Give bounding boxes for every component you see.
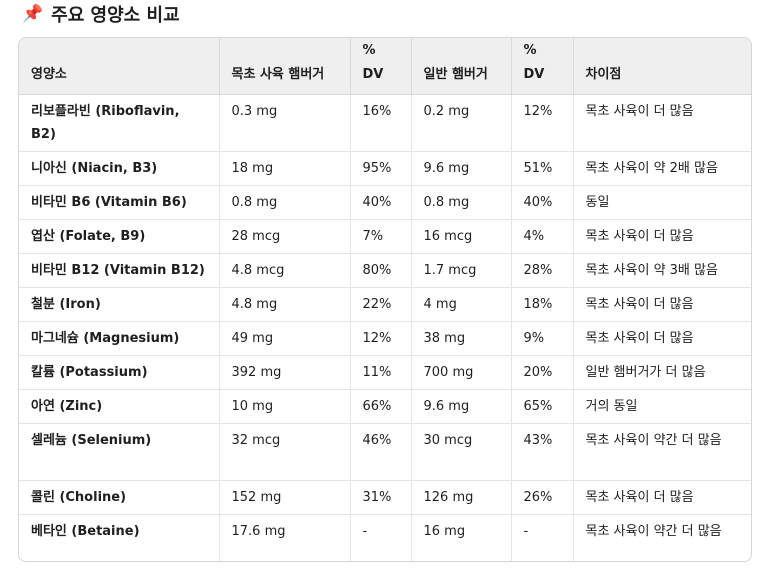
regular-amount: 9.6 mg: [411, 389, 512, 424]
grass-fed-dv: -: [350, 514, 412, 561]
regular-amount: 16 mg: [411, 514, 512, 561]
grass-fed-dv: 66%: [350, 389, 412, 424]
difference: 목초 사육이 약간 더 많음: [573, 423, 751, 481]
nutrient-name: 철분 (Iron): [19, 287, 220, 322]
regular-amount: 0.8 mg: [411, 185, 512, 220]
header-dv-grass-fed: % DV: [350, 38, 412, 95]
grass-fed-amount: 392 mg: [219, 355, 351, 390]
grass-fed-dv: 11%: [350, 355, 412, 390]
grass-fed-dv: 46%: [350, 423, 412, 481]
regular-dv: 26%: [511, 480, 574, 515]
regular-dv: 12%: [511, 94, 574, 152]
regular-dv: 20%: [511, 355, 574, 390]
table-row: 베타인 (Betaine) 17.6 mg -16 mg - 목초 사육이 약간 더 많…: [19, 514, 751, 561]
regular-dv: 28%: [511, 253, 574, 288]
difference: 동일: [573, 185, 751, 220]
grass-fed-dv: 22%: [350, 287, 412, 322]
nutrient-name: 마그네슘 (Magnesium): [19, 321, 220, 356]
table-row: 셀레늄 (Selenium) 32 mcg 46% 30 mcg 43% 목초 사육이 약…: [19, 423, 751, 481]
difference: 목초 사육이 더 많음: [573, 480, 751, 515]
difference: 목초 사육이 약간 더 많음: [573, 514, 751, 561]
grass-fed-amount: 17.6 mg: [219, 514, 351, 561]
regular-amount: 30 mcg: [411, 423, 512, 481]
regular-dv: 40%: [511, 185, 574, 220]
table-row: 엽산 (Folate, B9) 28 mcg 7% 16 mcg 4% 목초 사육이 더 …: [19, 219, 751, 254]
regular-dv: 18%: [511, 287, 574, 322]
header-nutrient: 영양소: [19, 38, 220, 95]
grass-fed-dv: 80%: [350, 253, 412, 288]
regular-amount: 0.2 mg: [411, 94, 512, 152]
grass-fed-amount: 28 mcg: [219, 219, 351, 254]
grass-fed-amount: 49 mg: [219, 321, 351, 356]
regular-amount: 38 mg: [411, 321, 512, 356]
section-heading: 📌 주요 영양소 비교: [22, 0, 180, 28]
regular-dv: 43%: [511, 423, 574, 481]
difference: 목초 사육이 더 많음: [573, 287, 751, 322]
section-title: 주요 영양소 비교: [51, 5, 180, 26]
regular-amount: 1.7 mcg: [411, 253, 512, 288]
nutrient-name: 콜린 (Choline): [19, 480, 220, 515]
difference: 목초 사육이 약 2배 많음: [573, 151, 751, 186]
grass-fed-amount: 4.8 mg: [219, 287, 351, 322]
regular-dv: 9%: [511, 321, 574, 356]
nutrient-comparison-table: 영양소 목초 사육 햄버거 % DV 일반 햄버거 % DV 차이점 리보플라빈…: [18, 37, 752, 562]
table-row: 칼륨 (Potassium) 392 mg 11% 700 mg 20% 일반 햄버거가 …: [19, 355, 751, 390]
regular-amount: 16 mcg: [411, 219, 512, 254]
grass-fed-amount: 4.8 mcg: [219, 253, 351, 288]
difference: 목초 사육이 더 많음: [573, 94, 751, 152]
regular-dv: -: [511, 514, 574, 561]
table-header-row: 영양소 목초 사육 햄버거 % DV 일반 햄버거 % DV 차이점: [19, 38, 751, 95]
grass-fed-amount: 0.3 mg: [219, 94, 351, 152]
nutrient-name: 엽산 (Folate, B9): [19, 219, 220, 254]
grass-fed-amount: 0.8 mg: [219, 185, 351, 220]
regular-dv: 4%: [511, 219, 574, 254]
table-row: 철분 (Iron) 4.8 mg 22% 4 mg 18% 목초 사육이 더 많음: [19, 287, 751, 322]
header-grass-fed: 목초 사육 햄버거: [219, 38, 351, 95]
nutrient-name: 아연 (Zinc): [19, 389, 220, 424]
grass-fed-dv: 12%: [350, 321, 412, 356]
regular-amount: 700 mg: [411, 355, 512, 390]
table-row: 니아신 (Niacin, B3) 18 mg 95% 9.6 mg 51% 목초 사육이 …: [19, 151, 751, 186]
grass-fed-amount: 152 mg: [219, 480, 351, 515]
nutrient-name: 니아신 (Niacin, B3): [19, 151, 220, 186]
grass-fed-dv: 7%: [350, 219, 412, 254]
table-row: 마그네슘 (Magnesium) 49 mg 12% 38 mg 9% 목초 사육이 더 …: [19, 321, 751, 356]
grass-fed-amount: 18 mg: [219, 151, 351, 186]
grass-fed-amount: 10 mg: [219, 389, 351, 424]
pushpin-icon: 📌: [22, 4, 44, 24]
nutrient-name: 리보플라빈 (Riboflavin, B2): [19, 94, 220, 152]
nutrient-name: 비타민 B12 (Vitamin B12): [19, 253, 220, 288]
difference: 목초 사육이 더 많음: [573, 219, 751, 254]
regular-amount: 9.6 mg: [411, 151, 512, 186]
nutrient-name: 비타민 B6 (Vitamin B6): [19, 185, 220, 220]
grass-fed-amount: 32 mcg: [219, 423, 351, 481]
header-dv-regular: % DV: [511, 38, 574, 95]
nutrient-name: 셀레늄 (Selenium): [19, 423, 220, 481]
grass-fed-dv: 95%: [350, 151, 412, 186]
nutrient-name: 칼륨 (Potassium): [19, 355, 220, 390]
table-row: 비타민 B6 (Vitamin B6) 0.8 mg 40% 0.8 mg 40% 동일: [19, 185, 751, 220]
difference: 목초 사육이 더 많음: [573, 321, 751, 356]
header-regular: 일반 햄버거: [411, 38, 512, 95]
table-row: 비타민 B12 (Vitamin B12) 4.8 mcg 80% 1.7 mcg 28…: [19, 253, 751, 288]
table-row: 리보플라빈 (Riboflavin, B2) 0.3 mg 16% 0.2 mg 12%…: [19, 94, 751, 152]
regular-amount: 126 mg: [411, 480, 512, 515]
grass-fed-dv: 16%: [350, 94, 412, 152]
regular-dv: 51%: [511, 151, 574, 186]
table-row: 콜린 (Choline) 152 mg 31% 126 mg 26% 목초 사육이 더 많…: [19, 480, 751, 515]
regular-amount: 4 mg: [411, 287, 512, 322]
difference: 목초 사육이 약 3배 많음: [573, 253, 751, 288]
difference: 거의 동일: [573, 389, 751, 424]
difference: 일반 햄버거가 더 많음: [573, 355, 751, 390]
nutrient-name: 베타인 (Betaine): [19, 514, 220, 561]
table-row: 아연 (Zinc) 10 mg 66% 9.6 mg 65% 거의 동일: [19, 389, 751, 424]
regular-dv: 65%: [511, 389, 574, 424]
header-difference: 차이점: [573, 38, 751, 95]
grass-fed-dv: 40%: [350, 185, 412, 220]
grass-fed-dv: 31%: [350, 480, 412, 515]
